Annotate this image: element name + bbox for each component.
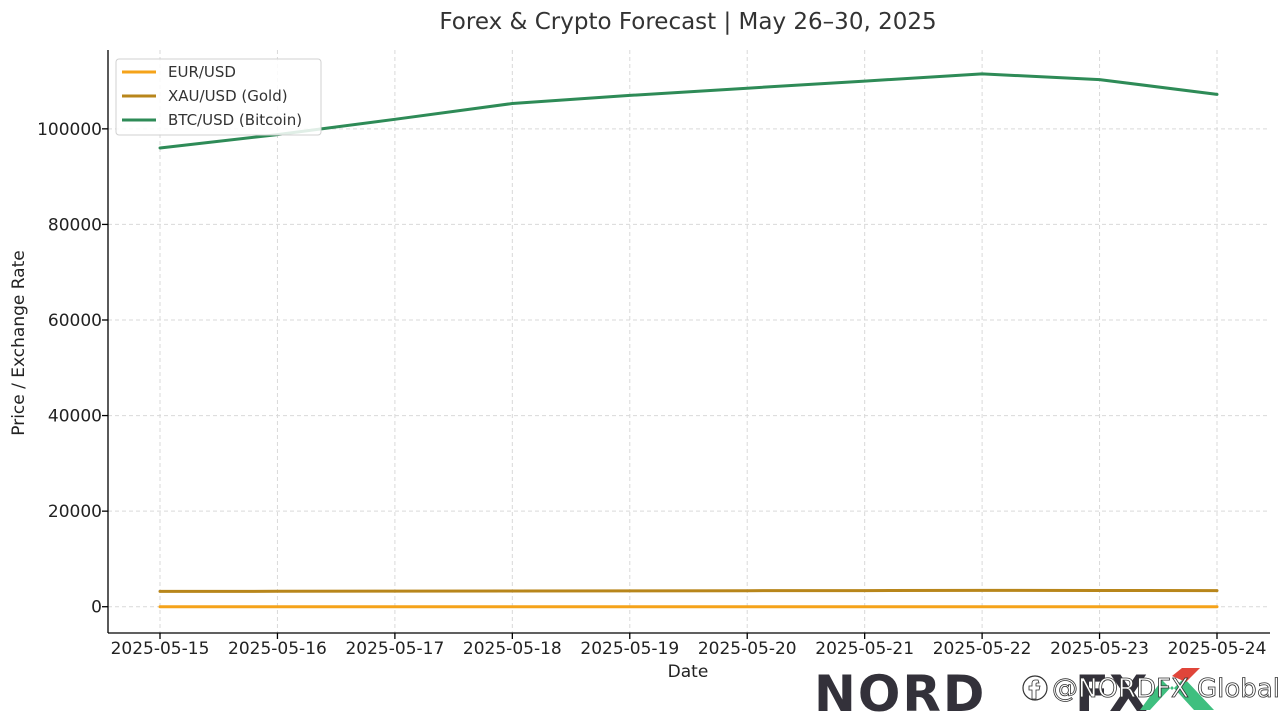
y-axis-label: Price / Exchange Rate (9, 250, 29, 435)
grid-layer (108, 50, 1270, 633)
legend: EUR/USD XAU/USD (Gold) BTC/USD (Bitcoin) (115, 58, 322, 136)
series-line-1 (158, 588, 1219, 593)
y-tick-label: 80000 (48, 215, 102, 235)
x-tick-label: 2025-05-20 (698, 639, 797, 659)
nordfx-logo: NORD FX @NORDFX Global (814, 665, 1280, 723)
logo-fx: FX (1075, 665, 1214, 723)
legend-label-1: XAU/USD (Gold) (168, 87, 288, 105)
y-tick-label: 60000 (48, 311, 102, 331)
logo-text: NORD (814, 665, 986, 723)
legend-items: EUR/USD XAU/USD (Gold) BTC/USD (Bitcoin) (122, 63, 302, 129)
logo-x-red-shape (1172, 668, 1200, 682)
chart-title: Forex & Crypto Forecast | May 26–30, 202… (439, 9, 936, 35)
x-tick-label: 2025-05-15 (111, 639, 210, 659)
watermark-text: @NORDFX Global (1052, 674, 1280, 704)
series-layer (158, 72, 1219, 609)
axes-layer (107, 50, 1270, 634)
x-tick-label: 2025-05-23 (1050, 639, 1149, 659)
y-tick-label: 0 (91, 598, 102, 618)
watermark: @NORDFX Global (1022, 674, 1280, 704)
x-tick-label: 2025-05-18 (463, 639, 562, 659)
x-tick-label: 2025-05-22 (933, 639, 1032, 659)
x-tick-label: 2025-05-21 (815, 639, 914, 659)
x-tick-label: 2025-05-17 (345, 639, 444, 659)
legend-label-2: BTC/USD (Bitcoin) (168, 111, 302, 129)
y-tick-label: 20000 (48, 502, 102, 522)
legend-box (115, 58, 322, 136)
x-tick-label: 2025-05-24 (1168, 639, 1267, 659)
logo-fx-text: FX (1075, 665, 1148, 723)
series-line-2 (158, 72, 1219, 150)
ticks-layer: 2025-05-15 2025-05-16 2025-05-17 2025-05-18… (37, 120, 1266, 659)
x-axis-label: Date (668, 662, 709, 682)
y-tick-label: 100000 (37, 120, 102, 140)
logo-x-green-shape (1140, 678, 1214, 710)
x-tick-label: 2025-05-19 (580, 639, 679, 659)
y-tick-label: 40000 (48, 407, 102, 427)
legend-label-0: EUR/USD (168, 63, 236, 81)
facebook-icon (1022, 675, 1048, 701)
x-tick-label: 2025-05-16 (228, 639, 327, 659)
